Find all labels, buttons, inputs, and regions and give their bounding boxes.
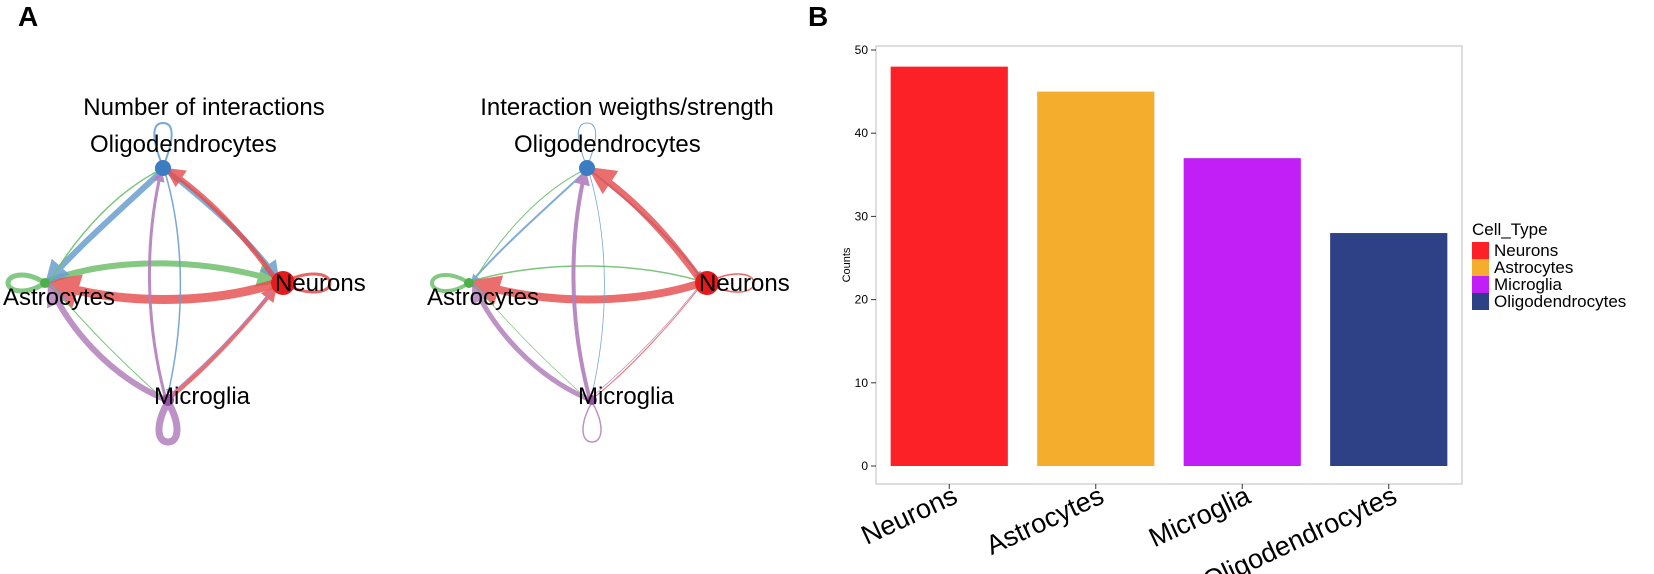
node-astrocytes — [40, 278, 50, 288]
edge-loop-microglia — [155, 398, 181, 446]
edge-loop-microglia — [582, 401, 602, 443]
edge-astrocytes-oligodendrocytes — [473, 169, 585, 282]
x-tick-label: Astrocytes — [981, 480, 1108, 560]
y-tick-label: 10 — [855, 376, 869, 390]
y-axis: 0 10 20 30 40 50 — [855, 43, 876, 473]
plot-frame — [875, 45, 1463, 485]
node-label-neurons: Neurons — [275, 270, 366, 297]
bar-microglia — [1183, 158, 1301, 466]
y-axis-title: Counts — [841, 247, 853, 282]
edge-loop-neurons — [706, 273, 755, 293]
edge-neurons-oligodendrocytes — [587, 166, 705, 285]
node-microglia — [587, 395, 597, 405]
legend-swatch — [1472, 242, 1489, 259]
network-title: Interaction weigths/strength — [480, 94, 774, 121]
edge-loop-oligodendrocytes — [577, 122, 597, 168]
network-title: Number of interactions — [83, 94, 324, 121]
legend-swatch — [1472, 293, 1489, 310]
edge-oligodendrocytes-microglia — [588, 171, 605, 395]
edge-loop-astrocytes — [429, 273, 471, 293]
legend-label: Astrocytes — [1494, 258, 1573, 277]
x-tick-label: Microglia — [1144, 480, 1255, 553]
node-label-neurons: Neurons — [699, 270, 790, 297]
panel-b-label: B — [808, 1, 828, 32]
legend-swatch — [1472, 259, 1489, 276]
y-tick-label: 50 — [855, 43, 869, 57]
y-tick-label: 20 — [855, 293, 869, 307]
edge-microglia-oligodendrocytes — [571, 168, 591, 398]
y-tick-label: 30 — [855, 209, 869, 223]
panel-a-label: A — [18, 1, 38, 32]
bar-neurons — [890, 66, 1008, 466]
edge-microglia-neurons — [595, 287, 700, 397]
node-astrocytes — [464, 278, 474, 288]
edge-neurons-astrocytes — [467, 275, 705, 306]
node-oligodendrocytes — [579, 160, 595, 176]
node-oligodendrocytes — [155, 160, 171, 176]
legend-swatch — [1472, 276, 1489, 293]
edge-neurons-microglia — [593, 289, 697, 396]
x-tick-label: Neurons — [857, 480, 962, 550]
legend-label: Microglia — [1494, 275, 1563, 294]
node-neurons — [695, 271, 719, 295]
network-weights: Interaction weigths/strength — [427, 94, 790, 443]
edge-loop-neurons — [281, 272, 332, 294]
edge-microglia-oligodendrocytes — [148, 169, 167, 398]
bars — [890, 66, 1448, 466]
network-interactions: Number of interactions — [3, 94, 366, 446]
legend-label: Neurons — [1494, 241, 1558, 260]
edge-astrocytes-microglia — [51, 285, 161, 397]
bar-astrocytes — [1037, 91, 1155, 466]
legend-label: Oligodendrocytes — [1494, 292, 1626, 311]
edge-oligodendrocytes-microglia — [164, 171, 182, 396]
edge-loop-astrocytes — [5, 272, 48, 294]
edge-microglia-astrocytes — [471, 282, 589, 401]
edge-astrocytes-neurons — [45, 260, 282, 287]
edge-oligodendrocytes-astrocytes — [470, 169, 588, 283]
edge-loop-oligodendrocytes — [153, 121, 173, 168]
node-label-microglia: Microglia — [578, 383, 675, 410]
edge-oligodendrocytes-astrocytes — [44, 167, 166, 285]
bar-oligodendrocytes — [1330, 233, 1448, 466]
edge-microglia-neurons — [170, 285, 277, 398]
node-microglia — [162, 394, 174, 406]
node-label-oligodendrocytes: Oligodendrocytes — [90, 131, 277, 158]
x-axis: Neurons Astrocytes MicrogliaOligodendrocyt… — [857, 480, 1402, 574]
edge-astrocytes-neurons — [471, 265, 703, 283]
y-tick-label: 40 — [855, 126, 869, 140]
node-label-astrocytes: Astrocytes — [427, 284, 539, 311]
node-label-oligodendrocytes: Oligodendrocytes — [514, 131, 701, 158]
node-label-microglia: Microglia — [154, 383, 251, 410]
node-label-astrocytes: Astrocytes — [3, 284, 115, 311]
edge-astrocytes-microglia — [475, 285, 585, 397]
legend-title: Cell_Type — [1472, 220, 1548, 239]
edge-neurons-microglia — [169, 289, 273, 396]
edge-neurons-astrocytes — [43, 274, 282, 309]
legend: Cell_Type NeuronsAstrocytesMicrogliaOlig… — [1472, 220, 1626, 311]
edge-astrocytes-oligodendrocytes — [49, 169, 162, 282]
y-tick-label: 0 — [861, 459, 868, 473]
edge-neurons-oligodendrocytes — [164, 167, 280, 284]
edge-microglia-astrocytes — [47, 281, 165, 401]
node-neurons — [271, 271, 295, 295]
